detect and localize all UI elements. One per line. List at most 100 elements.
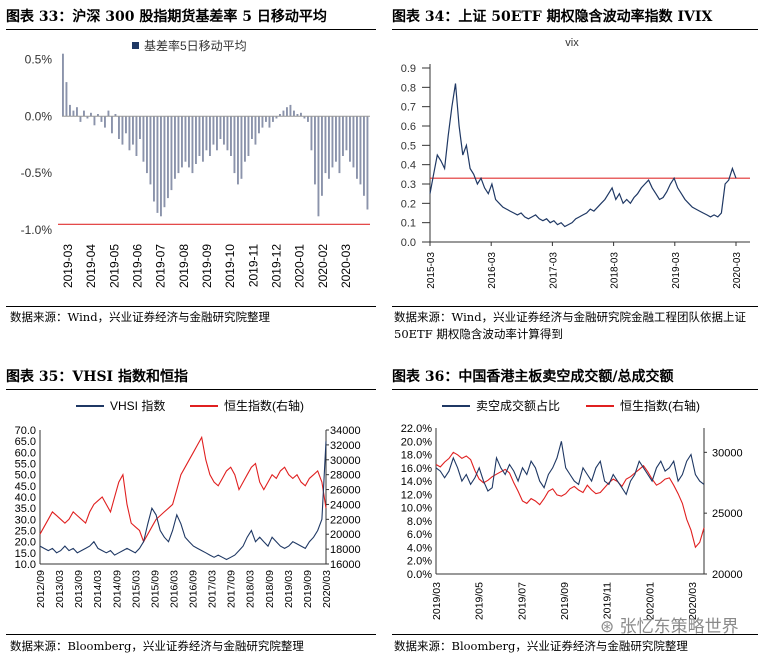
data-bar [188,116,190,168]
y-right-tick-label: 18000 [330,544,361,556]
chart34-title-rule [392,29,758,30]
data-bar [114,114,117,117]
x-tick-label: 2015-03 [426,252,437,289]
x-tick-label: 2019/11 [602,582,614,619]
data-bar [293,110,295,117]
y-right-tick-label: 30000 [330,455,361,467]
x-tick-label: 2019-11 [246,244,260,287]
ivix-series-line [429,83,737,228]
chart36-short-selling-chart: 卖空成交额占比 恒生指数(右轴) 22.0%20.0% 18.0%16.0%14.0%… [401,398,743,620]
chart36-source-rule [392,634,758,635]
data-bar [198,116,201,156]
data-bar [279,114,281,117]
x-tick-label: 2020/03 [321,570,333,608]
data-bar [226,116,229,151]
data-bar [359,116,362,185]
data-bar [86,116,89,119]
y-tick-label: 0.6 [401,121,416,133]
data-bar [258,116,260,134]
y-left-tick-label: 2.0% [407,556,432,568]
y-right-tick-label: 20000 [712,569,743,581]
data-bar [177,116,180,174]
hsi-series-line [435,451,705,549]
chart36-source: 数据来源：Bloomberg，兴业证券经济与金融研究院整理 [394,639,688,653]
data-bar [310,116,313,151]
y-right-tick-label: 34000 [330,425,361,437]
y-left-tick-label: 30.0 [15,514,36,526]
y-left-tick-label: 6.0% [407,529,432,541]
y-left-tick-label: 0.0% [407,569,432,581]
data-bar [65,82,68,117]
data-bar [174,116,176,179]
x-tick-label: 2018/03 [245,570,257,608]
y-left-tick-label: 10.0% [401,503,432,515]
y-tick-label: 0.5 [401,140,416,152]
x-tick-label: 2019-03 [671,252,682,289]
data-bar [79,116,82,122]
x-tick-label: 2019-05 [107,244,121,288]
y-left-tick-label: 12.0% [401,489,432,501]
legend-vhsi-label: VHSI 指数 [110,398,165,413]
data-bar [205,116,208,151]
x-tick-label: 2015/03 [130,570,142,608]
data-bar [247,116,250,156]
x-tick-label: 2020/01 [644,582,656,620]
y-right-tick-label: 22000 [330,514,361,526]
y-left-tick-label: 18.0% [401,450,432,462]
x-tick-label: 2019/09 [302,570,314,608]
data-bar [135,116,138,156]
data-bar [366,116,369,210]
legend-hsi-label: 恒生指数(右轴) [620,398,700,413]
chart35-title: 图表 35：VHSI 指数和恒指 [6,369,188,385]
chart34-source: 数据来源：Wind，兴业证券经济与金融研究院金融工程团队依据上证 50ETF 期… [394,310,747,341]
data-bar [184,116,187,162]
data-bar [356,116,358,179]
legend-label: 基差率5日移动平均 [144,38,247,53]
data-bar [93,116,96,126]
data-bar [261,116,264,128]
chart33-source: 数据来源：Wind，兴业证券经济与金融研究院整理 [10,310,271,324]
x-tick-label: 2017/09 [226,570,238,608]
x-tick-label: 2013/03 [54,570,66,608]
data-bar [230,116,232,156]
data-bar [128,116,131,151]
data-bar [265,116,267,122]
chart34-source-rule [392,306,758,307]
y-tick-label: 0.3 [401,179,416,191]
legend-short-label: 卖空成交额占比 [476,398,560,413]
data-bar [349,116,351,162]
data-bar [328,116,330,179]
data-bar [363,116,365,196]
data-bar [282,110,285,117]
x-tick-label: 2020-01 [293,244,307,288]
y-left-tick-label: 70.0 [15,425,36,437]
chart34-title: 图表 34：上证 50ETF 期权隐含波动率指数 IVIX [392,9,713,25]
y-right-tick-label: 20000 [330,529,361,541]
x-tick-label: 2018/09 [264,570,276,608]
chart36-title-rule [392,389,758,390]
legend-swatch [132,42,139,49]
data-bar [303,116,306,119]
y-tick-label: -0.5% [21,166,53,180]
data-bar [139,116,141,139]
chart35-title-rule [6,389,376,390]
data-bar [107,110,110,117]
data-bar [121,116,124,145]
y-left-tick-label: 50.0 [15,470,36,482]
data-bar [289,104,292,117]
data-bar [163,116,166,208]
data-bar [191,116,194,174]
data-bar [237,116,239,185]
x-tick-label: 2019-07 [154,244,168,288]
data-bar [97,114,99,117]
x-tick-label: 2013/09 [73,570,85,608]
watermark-text: ⊛ 张忆东策略世界 [600,612,739,637]
y-left-tick-label: 55.0 [15,459,36,471]
y-left-tick-label: 22.0% [401,423,432,435]
x-tick-label: 2020/03 [687,582,699,620]
x-tick-label: 2012/09 [35,570,47,608]
x-tick-label: 2016/03 [168,570,180,608]
data-bar [335,116,337,162]
y-left-tick-label: 25.0 [15,526,36,538]
y-left-tick-label: 35.0 [15,503,36,515]
